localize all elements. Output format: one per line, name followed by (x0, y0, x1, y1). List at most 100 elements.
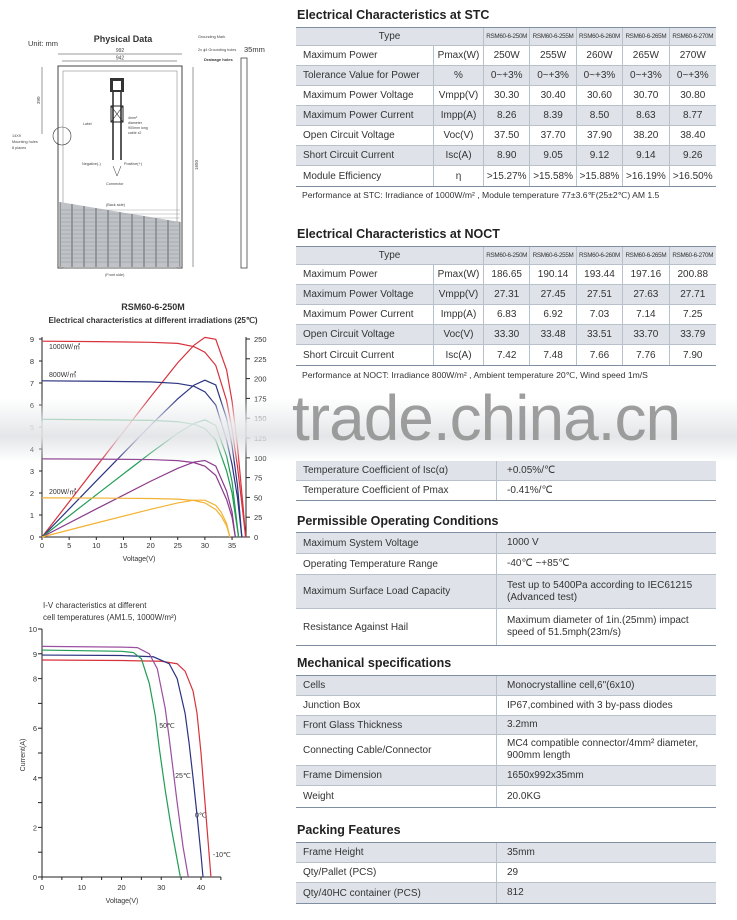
dim-1650: 1650 (194, 159, 199, 170)
x-tick-label: 35 (228, 541, 236, 550)
row-value: 30.80 (680, 90, 706, 101)
row-value: 260W (577, 46, 624, 65)
model-header: RSM60-6-250M (484, 28, 531, 45)
pv-curve (41, 499, 231, 538)
series-label: -10℃ (213, 852, 231, 859)
stc-note: Performance at STC: Irradiance of 1000W/… (302, 190, 660, 200)
row-value: 30.40 (530, 86, 577, 105)
row-value: 37.70 (530, 126, 577, 145)
row-value: 8.50 (577, 106, 624, 125)
row-label: Weight (296, 786, 497, 807)
x-tick-label: 0 (40, 883, 44, 892)
y2-tick-label: 225 (254, 355, 267, 364)
noct-table: Type RSM60-6-250M RSM60-6-255M RSM60-6-260M… (296, 246, 716, 366)
row-label: Maximum Power Current (296, 106, 434, 125)
row-unit: Pmax(W) (434, 46, 484, 65)
row-value: 9.14 (623, 146, 670, 165)
row-label: Qty/Pallet (PCS) (296, 863, 497, 882)
table-row: Maximum Surface Load Capacity Test up to … (296, 575, 716, 609)
y-tick-label: 0 (33, 873, 37, 882)
table-row: Maximum Power Current Impp(A) 6.83 6.92 7.03… (296, 305, 716, 325)
row-value: 38.40 (680, 130, 706, 141)
row-value: 197.16 (623, 265, 670, 284)
row-unit: Isc(A) (434, 345, 484, 365)
iv-curve (41, 340, 247, 538)
stc-table: Type RSM60-6-250M RSM60-6-255M RSM60-6-260M… (296, 27, 716, 187)
row-label: Tolerance Value for Power (296, 66, 434, 85)
temperature-table: Temperature Coefficient of Isc(α) +0.05%/… (296, 461, 716, 501)
row-value: 1650x992x35mm (507, 769, 584, 781)
row-value: 38.20 (623, 126, 670, 145)
row-value: 193.44 (577, 265, 624, 284)
model-header: RSM60-6-265M (623, 247, 670, 264)
x-tick-label: 20 (146, 541, 154, 550)
model-header: RSM60-6-260M (577, 247, 624, 264)
table-row: Short Circuit Current Isc(A) 8.90 9.05 9.12 9… (296, 146, 716, 166)
y-tick-label: 8 (33, 675, 37, 684)
row-value: 7.90 (683, 349, 703, 361)
table-row: Maximum Power Pmax(W) 250W 255W 260W 265W 270W (296, 46, 716, 66)
series-label: 0℃ (195, 812, 207, 819)
row-value: 812 (507, 887, 524, 898)
y-tick-label: 9 (33, 650, 37, 659)
iv-curve (41, 380, 243, 538)
iv-curve (41, 497, 231, 538)
row-value: 8.63 (623, 106, 670, 125)
dim-390: 390 (36, 96, 41, 104)
row-label: Frame Dimension (296, 766, 497, 785)
table-row: Open Circuit Voltage Voc(V) 37.50 37.70 37.9… (296, 126, 716, 146)
row-value: 7.25 (683, 309, 703, 320)
series-label: 800W/㎡ (49, 371, 76, 379)
x-tick-label: 10 (78, 883, 86, 892)
cable-note-4: cable x2 (128, 131, 141, 135)
y-tick-label: 3 (30, 467, 34, 476)
model-header: RSM60-6-250M (484, 247, 531, 264)
row-label: Maximum Power Current (296, 305, 434, 324)
row-label: Temperature Coefficient of Pmax (296, 481, 497, 500)
row-value: Monocrystalline cell,6"(6x10) (507, 679, 635, 691)
table-row: Module Efficiency η >15.27% >15.58% >15.88% >… (296, 166, 716, 186)
chart2-title-2: cell temperatures (AM1.5, 1000W/m²) (43, 613, 177, 622)
thickness-label: 35mm (244, 45, 265, 54)
table-row: Short Circuit Current Isc(A) 7.42 7.48 7.66 7… (296, 345, 716, 365)
table-row: Junction Box IP67,combined with 3 by-pass… (296, 696, 716, 716)
row-label: Open Circuit Voltage (296, 325, 434, 344)
table-row: Frame Height 35mm (296, 843, 716, 863)
series-label: 50℃ (159, 723, 175, 730)
table-row: Maximum System Voltage 1000 V (296, 533, 716, 554)
x-tick-label: 40 (197, 883, 205, 892)
negative-label: Negative(-) (82, 162, 102, 166)
physical-title: Physical Data (94, 34, 154, 44)
row-label: Connecting Cable/Connector (296, 735, 497, 765)
row-value: >15.88% (577, 166, 624, 186)
row-value: 27.71 (680, 289, 706, 300)
operating-table: Maximum System Voltage 1000 V Operating Te… (296, 532, 716, 646)
y-tick-label: 9 (30, 335, 34, 344)
row-label: Frame Height (296, 843, 497, 862)
row-value: +0.05%/℃ (507, 464, 556, 476)
mounting-note-3: 8 places (12, 146, 26, 150)
row-value: 7.66 (577, 345, 624, 365)
watermark: trade.china.cn (292, 382, 681, 454)
positive-label: Positive(+) (124, 162, 143, 166)
iv-curve (41, 645, 189, 878)
table-row: Qty/40HC container (PCS) 812 (296, 883, 716, 903)
row-value: 8.90 (484, 146, 531, 165)
y-tick-label: 1 (30, 511, 34, 520)
row-value: 33.79 (680, 329, 706, 340)
row-label: Maximum Power (296, 46, 434, 65)
chart2-title-1: I-V characteristics at different (43, 601, 147, 610)
table-row: Operating Temperature Range -40℃ ~+85℃ (296, 554, 716, 575)
series-label: 1000W/㎡ (49, 343, 80, 351)
row-value: 9.12 (577, 146, 624, 165)
table-row: Maximum Power Voltage Vmpp(V) 30.30 30.40 30… (296, 86, 716, 106)
series-label: 25℃ (175, 773, 191, 780)
table-row: Cells Monocrystalline cell,6"(6x10) (296, 676, 716, 696)
width-inner: 942 (116, 56, 125, 62)
row-value: MC4 compatible connector/4mm² diameter, … (507, 738, 699, 761)
table-row: Maximum Power Pmax(W) 186.65 190.14 193.44 19… (296, 265, 716, 285)
row-value: 33.51 (577, 325, 624, 344)
model-header: RSM60-6-270M (672, 252, 714, 259)
panel-diagram: Physical Data Unit: mm 35mm 992 942 Labe… (12, 34, 265, 277)
type-header: Type (296, 28, 484, 45)
